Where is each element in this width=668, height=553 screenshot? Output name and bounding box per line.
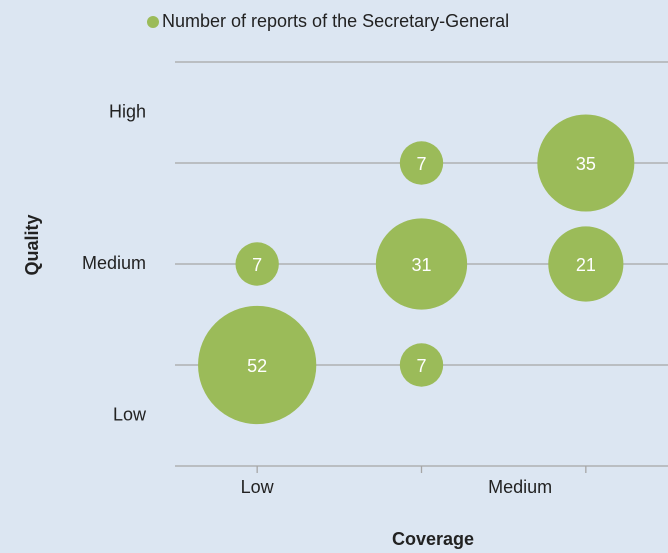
bubble [375, 218, 468, 310]
bubble [235, 242, 279, 286]
legend-marker [147, 16, 159, 28]
x-axis-title: Coverage [392, 529, 474, 549]
x-tick-label: Low [241, 477, 275, 497]
data-label: 31 [411, 255, 431, 275]
data-label: 7 [252, 255, 262, 275]
bubble [399, 141, 444, 185]
legend-label: Number of reports of the Secretary-Gener… [162, 11, 509, 31]
y-tick-label: Low [113, 404, 147, 424]
y-tick-label: Medium [82, 253, 146, 273]
data-label: 52 [247, 356, 267, 376]
bubble [548, 226, 624, 302]
x-tick-label: Medium [488, 477, 552, 497]
bubble [198, 305, 317, 425]
bubble [399, 343, 444, 387]
data-label: 7 [416, 356, 426, 376]
data-label: 7 [416, 154, 426, 174]
y-tick-label: High [109, 101, 146, 121]
bubble [537, 114, 635, 212]
y-axis-title: Quality [22, 214, 42, 275]
data-label: 35 [576, 154, 596, 174]
data-label: 21 [576, 255, 596, 275]
